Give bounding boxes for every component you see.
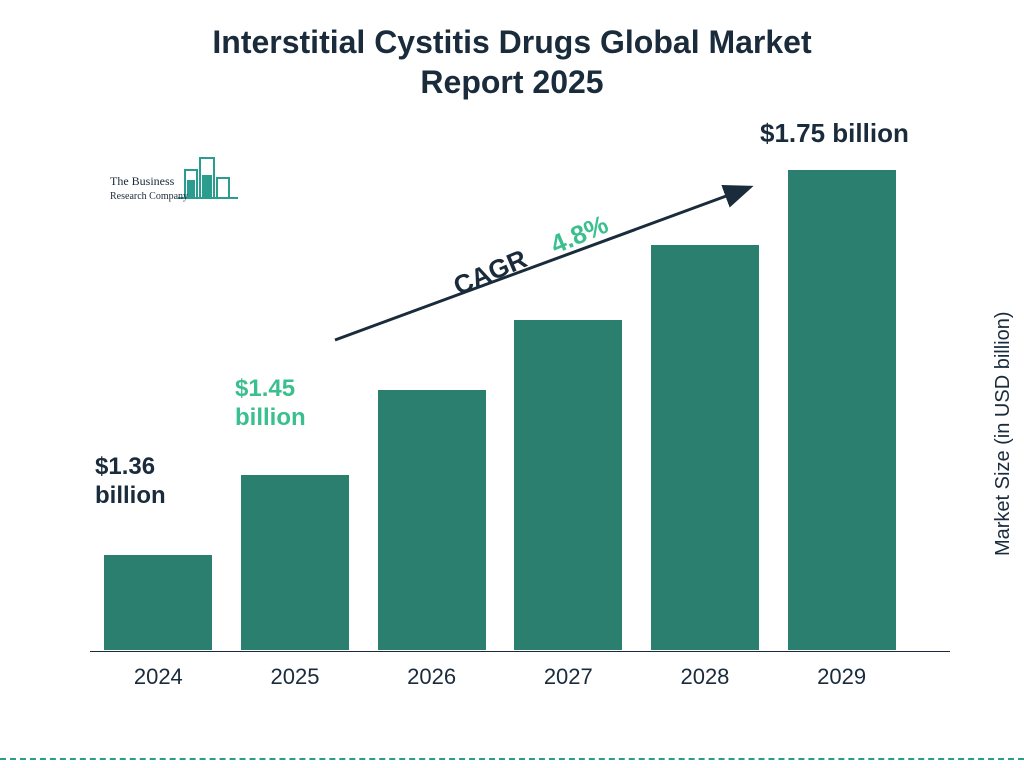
xlabel-2029: 2029 bbox=[782, 664, 902, 690]
cagr-annotation: CAGR 4.8% bbox=[330, 180, 760, 350]
xlabel-2025: 2025 bbox=[235, 664, 355, 690]
title-line2: Report 2025 bbox=[0, 62, 1024, 102]
bar-2029 bbox=[782, 170, 902, 650]
chart-title: Interstitial Cystitis Drugs Global Marke… bbox=[0, 0, 1024, 102]
bar-2026 bbox=[372, 390, 492, 650]
value-label-2024: $1.36 billion bbox=[95, 453, 166, 511]
xlabel-2028: 2028 bbox=[645, 664, 765, 690]
xlabel-2026: 2026 bbox=[372, 664, 492, 690]
x-axis-labels: 2024 2025 2026 2027 2028 2029 bbox=[90, 664, 910, 690]
bar-2025 bbox=[235, 475, 355, 650]
y-axis-label: Market Size (in USD billion) bbox=[993, 312, 1016, 557]
title-line1: Interstitial Cystitis Drugs Global Marke… bbox=[0, 22, 1024, 62]
bar-2024 bbox=[98, 555, 218, 650]
bar-2027 bbox=[508, 320, 628, 650]
bottom-dashed-divider bbox=[0, 758, 1024, 760]
value-label-2029: $1.75 billion bbox=[760, 118, 909, 149]
xlabel-2024: 2024 bbox=[98, 664, 218, 690]
value-label-2025: $1.45 billion bbox=[235, 375, 306, 433]
x-axis-baseline bbox=[90, 651, 950, 652]
xlabel-2027: 2027 bbox=[508, 664, 628, 690]
